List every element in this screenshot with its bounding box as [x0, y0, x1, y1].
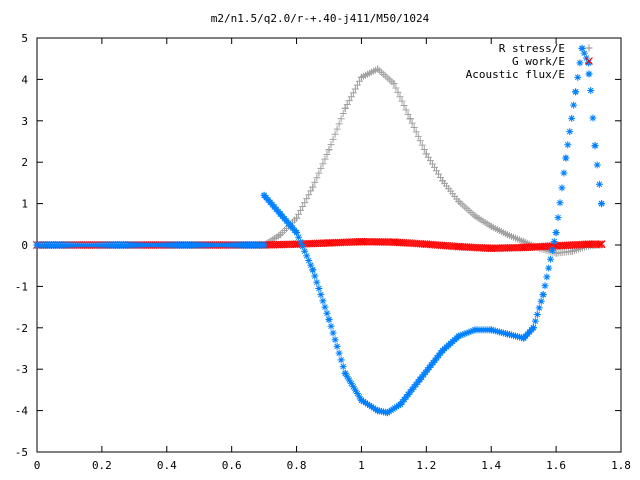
series-markers [33, 44, 606, 417]
y-tick-label: -4 [15, 405, 29, 418]
legend-marker [585, 57, 593, 65]
data-point [568, 247, 576, 255]
data-point [357, 237, 366, 246]
data-point [455, 198, 463, 206]
x-axis: 0 0.2 0.4 0.6 0.8 1 1.2 1.4 1.6 1.8 [34, 38, 631, 472]
x-tick-label: 0.2 [92, 459, 112, 472]
data-point [389, 238, 398, 247]
x-tick-label: 0 [34, 459, 41, 472]
data-point [260, 191, 268, 199]
data-point [396, 400, 404, 408]
data-point [519, 243, 528, 252]
legend-marker [585, 44, 593, 52]
x-tick-label: 1 [358, 459, 365, 472]
data-point [487, 222, 495, 230]
data-point [422, 150, 430, 158]
x-tick-label: 1.4 [481, 459, 501, 472]
data-point [529, 324, 537, 332]
data-point [325, 239, 333, 247]
x-tick-label: 0.8 [287, 459, 307, 472]
y-tick-label: 3 [21, 115, 28, 128]
data-point [325, 146, 333, 154]
data-point [439, 177, 447, 185]
data-point [552, 249, 560, 257]
y-tick-label: -5 [15, 446, 28, 459]
y-tick-label: 4 [21, 73, 28, 86]
data-point [455, 332, 463, 340]
data-point [471, 212, 479, 220]
data-point [276, 210, 284, 218]
x-tick-label: 0.6 [222, 459, 242, 472]
series-acoustic-flux-e [33, 44, 606, 417]
data-point [597, 240, 606, 249]
data-point [293, 229, 301, 237]
data-point [487, 326, 495, 334]
data-point [439, 347, 447, 355]
data-point [454, 242, 463, 251]
data-point [260, 241, 268, 249]
data-point [503, 231, 511, 239]
data-point [293, 214, 301, 222]
data-point [520, 334, 528, 342]
legend-label: R stress/E [499, 42, 565, 55]
y-tick-label: 5 [21, 32, 28, 45]
x-tick-label: 1.6 [546, 459, 566, 472]
data-point [383, 409, 391, 417]
data-point [374, 65, 382, 73]
data-point [562, 154, 570, 162]
data-point [309, 183, 317, 191]
data-point [276, 231, 284, 239]
data-point [309, 266, 317, 274]
y-tick-label: 2 [21, 156, 28, 169]
series-layer [33, 44, 606, 417]
y-tick-label: -2 [15, 322, 28, 335]
data-point [325, 316, 333, 324]
data-point [416, 376, 424, 384]
x-tick-label: 1.2 [416, 459, 436, 472]
data-point [585, 59, 593, 67]
data-point [341, 104, 349, 112]
y-tick-label: -1 [15, 280, 28, 293]
data-point [503, 330, 511, 338]
data-point [357, 73, 365, 81]
y-axis: -5 -4 -3 -2 -1 0 1 2 3 4 5 [15, 32, 621, 459]
data-point [578, 44, 586, 52]
data-point [471, 326, 479, 334]
data-point [572, 88, 580, 96]
data-point [539, 291, 547, 299]
y-tick-label: 0 [21, 239, 28, 252]
x-tick-label: 1.8 [611, 459, 631, 472]
x-tick-label: 0.4 [157, 459, 177, 472]
chart-title: m2/n1.5/q2.0/r-+.40-j411/M50/1024 [211, 12, 430, 25]
data-point [390, 80, 398, 88]
data-point [422, 240, 431, 249]
series-markers [33, 65, 606, 257]
data-point [374, 407, 382, 415]
data-point [406, 115, 414, 123]
data-point [584, 240, 593, 249]
data-point [357, 396, 365, 404]
data-point [33, 241, 41, 249]
data-point [487, 244, 496, 253]
data-point [341, 369, 349, 377]
legend-label: G work/E [512, 55, 565, 68]
data-point [520, 238, 528, 246]
y-tick-label: 1 [21, 198, 28, 211]
legend-label: Acoustic flux/E [466, 68, 565, 81]
data-point [591, 142, 599, 150]
data-point [552, 229, 560, 237]
data-point [598, 200, 606, 208]
y-tick-label: -3 [15, 363, 28, 376]
series-r-stress-e [33, 65, 606, 257]
legend-marker [585, 70, 593, 78]
